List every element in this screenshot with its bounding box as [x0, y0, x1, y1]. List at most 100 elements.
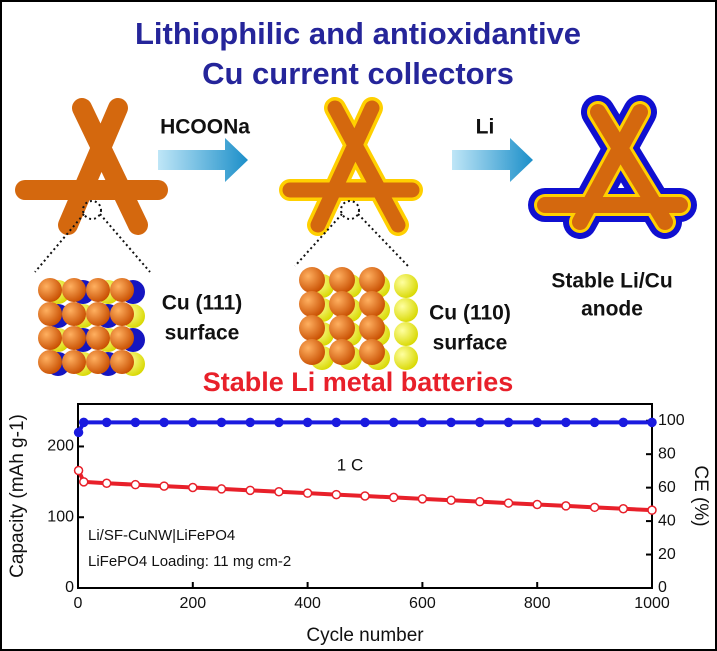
y-tick-label: 0 [65, 579, 74, 596]
atom [86, 302, 110, 326]
y2-tick-label: 20 [658, 546, 676, 563]
cu-wire [15, 98, 168, 235]
data-point [188, 417, 198, 428]
atom [62, 302, 86, 326]
data-point [503, 498, 514, 508]
atom [299, 291, 325, 317]
atom [359, 339, 385, 365]
atom [38, 302, 62, 326]
series-line [76, 469, 653, 513]
x-tick-label: 600 [409, 595, 436, 612]
data-point [73, 427, 84, 438]
atom [359, 315, 385, 341]
data-point [475, 417, 485, 428]
arrow [452, 138, 533, 182]
y2-tick-label: 80 [658, 445, 676, 462]
data-point [388, 417, 399, 428]
step-label: HCOONa [160, 116, 250, 139]
surface-label: surface [165, 322, 240, 345]
atom [110, 326, 134, 350]
data-point [245, 417, 255, 428]
zoom-lines [34, 200, 409, 273]
data-point [78, 417, 89, 428]
surface-label: Cu (111) [162, 292, 243, 315]
atom [38, 278, 62, 302]
data-point [302, 417, 313, 428]
surface-label: Cu (110) [429, 302, 511, 325]
step-label: Li [476, 116, 495, 139]
data-point [331, 417, 342, 428]
data-point [78, 477, 89, 487]
atom [394, 322, 418, 346]
atom [62, 326, 86, 350]
atom [86, 278, 110, 302]
atom [299, 315, 325, 341]
data-point [216, 484, 227, 494]
data-point [417, 417, 428, 428]
atom [86, 350, 110, 374]
data-point [73, 465, 84, 476]
cu111-model [38, 278, 145, 376]
y-axis-label: Capacity (mAh g-1) [7, 414, 28, 578]
data-point [360, 417, 370, 428]
x-axis-label: Cycle number [306, 625, 424, 646]
data-point [647, 417, 657, 428]
atom [299, 339, 325, 365]
surface-label: surface [433, 332, 508, 355]
data-point [532, 499, 542, 510]
data-point [101, 417, 112, 428]
li-cu-wire [528, 95, 697, 239]
atom [359, 291, 385, 317]
atom [329, 315, 355, 341]
atom [110, 350, 134, 374]
x-tick-label: 800 [524, 595, 551, 612]
y-tick-label: 100 [47, 508, 74, 525]
atom [110, 302, 134, 326]
title: Cu current collectors [202, 56, 514, 91]
data-point [618, 503, 629, 514]
x-tick-label: 400 [294, 595, 321, 612]
atom [359, 267, 385, 293]
atom [329, 339, 355, 365]
data-point [101, 478, 112, 489]
data-point [302, 488, 313, 498]
x-tick-label: 0 [74, 595, 83, 612]
data-point [360, 491, 370, 501]
cu110-model [299, 267, 418, 370]
y2-tick-label: 100 [658, 412, 685, 429]
atom [62, 278, 86, 302]
data-point [216, 417, 227, 428]
data-point [532, 417, 542, 428]
data-point [245, 485, 255, 496]
cu-wire-treated [279, 97, 423, 236]
data-point [274, 487, 284, 497]
atom [329, 291, 355, 317]
data-point [589, 417, 600, 428]
data-point [388, 492, 399, 503]
x-tick-label: 200 [179, 595, 206, 612]
section-title: Stable Li metal batteries [203, 367, 514, 397]
y2-tick-label: 40 [658, 512, 676, 529]
data-point [589, 502, 600, 513]
annotation: Li/SF-CuNW|LiFePO4 [88, 527, 235, 544]
atom [394, 346, 418, 370]
data-point [503, 417, 514, 428]
data-point [561, 501, 571, 511]
data-point [130, 479, 141, 490]
data-point [159, 417, 169, 428]
annotation: LiFePO4 Loading: 11 mg cm-2 [88, 553, 291, 570]
chart: 0 200 400 600 800 10000100200020406080100Cycl… [7, 403, 711, 646]
x-tick-label: 1000 [634, 595, 670, 612]
arrow [158, 138, 248, 182]
data-point [446, 417, 456, 428]
data-point [647, 505, 657, 515]
annotation: 1 C [337, 455, 363, 474]
data-point [188, 482, 198, 493]
result-label: Stable Li/Cu [551, 270, 672, 293]
data-point [417, 494, 428, 504]
atom [38, 350, 62, 374]
y2-tick-label: 0 [658, 579, 667, 596]
data-point [561, 417, 571, 428]
atom [329, 267, 355, 293]
